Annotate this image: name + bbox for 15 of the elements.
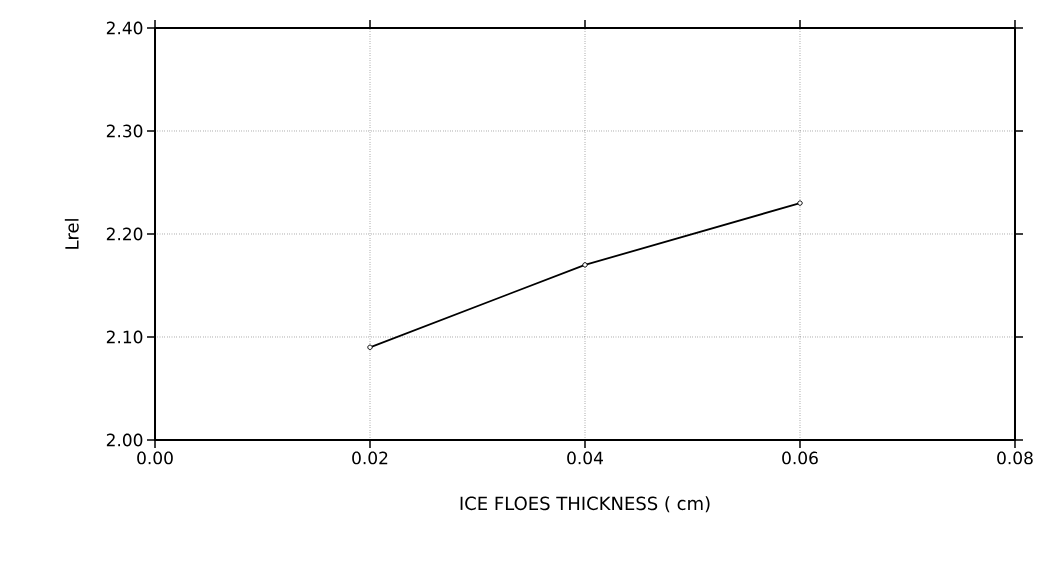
x-tick-label: 0.00: [137, 451, 173, 465]
y-tick-label: 2.20: [106, 227, 143, 241]
x-tick-label: 0.04: [567, 451, 603, 465]
x-tick-label: 0.08: [997, 451, 1033, 465]
y-tick-label: 2.00: [106, 433, 143, 447]
y-tick-label: 2.40: [106, 21, 143, 35]
x-tick-label: 0.06: [782, 451, 818, 465]
x-axis-title: ICE FLOES THICKNESS ( cm): [460, 496, 710, 513]
y-axis-title: Lrel: [64, 219, 79, 249]
y-tick-label: 2.10: [106, 330, 143, 344]
point: [367, 344, 373, 350]
x-tick-label: 0.02: [352, 451, 388, 465]
point: [582, 262, 588, 268]
point: [797, 200, 803, 206]
y-tick-label: 2.30: [106, 124, 143, 138]
